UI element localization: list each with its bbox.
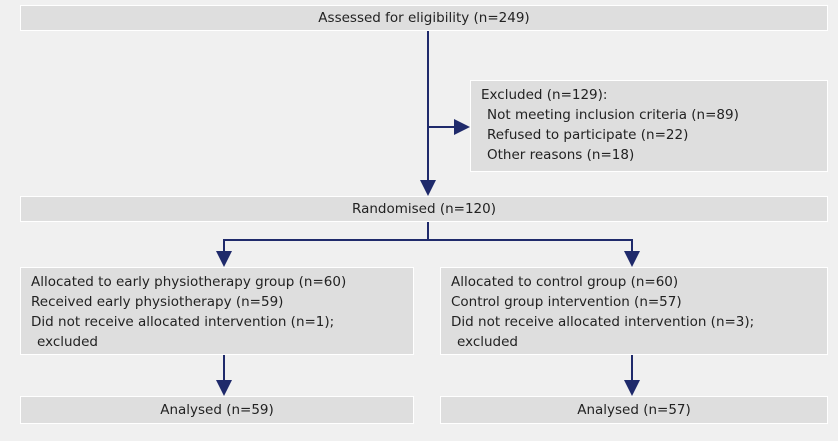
allocation-box: Allocated to control group (n=60) Contro… — [440, 267, 828, 355]
label: Excluded (n=129): — [481, 87, 608, 103]
analysed-box: Analysed (n=57) — [440, 396, 828, 424]
excluded-box: Excluded (n=129): Not meeting inclusion … — [470, 80, 828, 172]
item: Control group intervention (n=57) — [451, 294, 682, 310]
arrow — [428, 239, 640, 267]
label: Randomised (n=120) — [351, 201, 496, 217]
item: Not meeting inclusion criteria (n=89) — [487, 107, 739, 123]
label: Assessed for eligibility (n=249) — [318, 10, 530, 26]
label: Analysed (n=57) — [577, 402, 691, 418]
randomised-box: Randomised (n=120) — [20, 196, 828, 222]
label: Analysed (n=59) — [160, 402, 274, 418]
item: Received early physiotherapy (n=59) — [31, 294, 284, 310]
item: Refused to participate (n=22) — [487, 127, 689, 143]
item: Other reasons (n=18) — [487, 147, 635, 163]
item: Did not receive allocated intervention (… — [451, 314, 755, 350]
assessed-box: Assessed for eligibility (n=249) — [20, 5, 828, 31]
analysed-box: Analysed (n=59) — [20, 396, 414, 424]
label: Allocated to early physiotherapy group (… — [31, 274, 347, 290]
arrow — [216, 222, 429, 267]
allocation-box: Allocated to early physiotherapy group (… — [20, 267, 414, 355]
item: Did not receive allocated intervention (… — [31, 314, 335, 350]
label: Allocated to control group (n=60) — [451, 274, 679, 290]
